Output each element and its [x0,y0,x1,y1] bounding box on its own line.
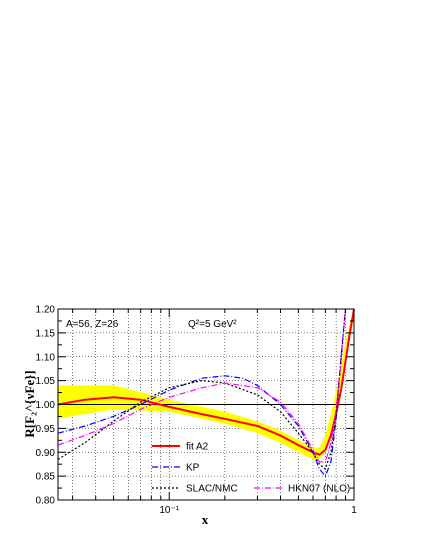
y-tick-label: 0.95 [36,424,56,435]
x-axis-title: x [202,512,209,527]
x-tick-labels: 10⁻¹ 1 [159,505,357,516]
y-axis-title: R[F₂^{νFe}] [22,370,37,437]
x-tick-label: 10⁻¹ [159,505,179,516]
legend-label-4: HKN07 (NLO) [288,484,350,495]
series-layer [57,308,355,478]
annotation-nucleus: A=56, Z=26 [66,319,119,330]
y-tick-label: 0.90 [36,448,56,459]
x-tick-label: 1 [351,505,357,516]
y-tick-label: 1.20 [36,305,56,316]
y-tick-label: 1.05 [36,376,56,387]
series-line-3 [57,308,347,471]
y-tick-label: 1.10 [36,352,56,363]
error-band [58,309,354,460]
legend-label-1: fit A2 [186,442,209,453]
legend-label-2: KP [186,463,200,474]
band-layer [58,309,354,460]
y-tick-label: 0.80 [36,496,56,507]
legend-label-3: SLAC/NMC [186,484,238,495]
annotation-q2: Q²=5 GeV² [188,319,237,330]
series-line-2 [57,308,347,478]
ticks-layer [58,308,355,501]
series-line-1 [57,308,355,456]
y-tick-labels: 0.80 0.85 0.90 0.95 1.00 1.05 1.10 1.15 1.20 [36,305,56,507]
legend: fit A2 KP SLAC/NMC HKN07 (NLO) [152,442,350,495]
y-tick-label: 1.15 [36,328,56,339]
y-tick-label: 0.85 [36,472,56,483]
y-tick-label: 1.00 [36,400,56,411]
series-line-4 [57,308,347,463]
